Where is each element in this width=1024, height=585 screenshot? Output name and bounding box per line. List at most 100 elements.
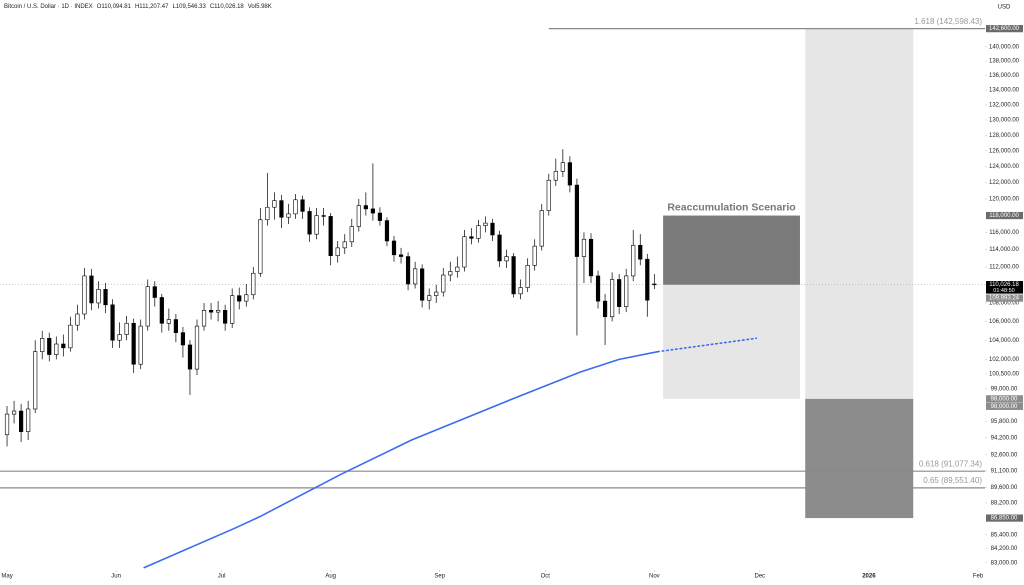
x-tick-label: Oct	[541, 574, 551, 580]
x-tick-label: Aug	[325, 574, 336, 580]
candle-body	[216, 309, 221, 313]
candle-body	[47, 338, 52, 355]
x-tick-label: May	[1, 574, 12, 580]
countdown: 01:48:50	[993, 288, 1014, 294]
candle-body	[638, 244, 643, 260]
candle-body	[349, 226, 354, 243]
candle-body	[370, 208, 375, 214]
price-label-box	[986, 514, 1023, 522]
candle-body	[75, 313, 80, 326]
y-tick-label: 91,100.00	[991, 469, 1018, 475]
y-tick-label: 136,000.00	[989, 73, 1020, 79]
candle-body	[251, 272, 256, 296]
x-tick-label: Jul	[218, 574, 226, 580]
y-tick-label: 114,000.00	[989, 247, 1019, 253]
x-tick-label: Jun	[111, 574, 121, 580]
candle-body	[159, 297, 164, 324]
candle-body	[19, 410, 24, 432]
y-tick-label: 102,000.00	[989, 357, 1020, 363]
x-tick-label: 2026	[862, 574, 876, 580]
candle-body	[476, 225, 481, 239]
candle-body	[624, 275, 629, 307]
candle-body	[131, 322, 136, 365]
candle-body	[610, 279, 615, 318]
ohlc-value: 111,207.47	[139, 4, 169, 10]
candle-body	[293, 199, 298, 215]
candle-body	[539, 210, 544, 247]
candle-body	[321, 215, 326, 217]
candle-body	[581, 238, 587, 257]
candle-body	[187, 344, 193, 370]
scenario-label: Reaccumulation Scenario	[667, 201, 795, 213]
header: Bitcoin / U.S. Dollar · 1D · INDEX O110,0…	[4, 4, 272, 10]
y-tick-label: 138,000.00	[989, 59, 1020, 65]
zone	[805, 28, 914, 399]
candle-body	[469, 236, 474, 239]
candle-body	[652, 283, 657, 286]
x-tick-label: Dec	[755, 574, 766, 580]
candle-body	[223, 309, 228, 324]
ohlc-value: 110,094.81	[101, 4, 131, 10]
y-tick-label: 84,200.00	[991, 546, 1018, 552]
candle-body	[180, 332, 186, 346]
candle-body	[103, 289, 108, 306]
price-label: 109,993.24	[989, 296, 1020, 302]
candle-body	[286, 213, 291, 218]
candle-body	[4, 413, 10, 436]
fib-label: 0.65 (89,551.40)	[923, 476, 982, 485]
candle-body	[96, 289, 101, 304]
price-label: 142,600.00	[989, 26, 1020, 32]
candle-body	[567, 162, 572, 186]
candle-body	[33, 351, 38, 410]
price-label: 110,026.18	[989, 282, 1019, 288]
candle-body	[201, 309, 207, 327]
price-label: 86,850.00	[991, 516, 1018, 522]
ohlc-value: 5.98K	[256, 4, 272, 10]
candle-body	[230, 295, 235, 324]
candle-body	[68, 324, 73, 349]
candle-body	[511, 256, 516, 295]
candle-body	[314, 215, 319, 235]
y-tick-label: 120,000.00	[989, 197, 1020, 203]
candle-body	[413, 268, 418, 285]
candle-body	[560, 162, 565, 172]
candle-body	[237, 295, 242, 302]
candle-body	[398, 254, 404, 257]
fib-label: 0.618 (91,077.34)	[919, 459, 982, 468]
price-label: 118,000.00	[989, 213, 1019, 219]
x-tick-label: Sep	[434, 574, 445, 580]
x-tick-label: Nov	[649, 574, 660, 580]
candle-body	[405, 256, 411, 285]
price-label-box	[986, 294, 1023, 302]
candle-body	[300, 199, 305, 212]
candle-body	[497, 234, 502, 262]
x-tick-label: Feb	[973, 574, 984, 580]
candle-body	[595, 275, 601, 302]
candle-body	[574, 184, 580, 257]
ohlc-value: 109,546.33	[176, 4, 207, 10]
y-tick-label: 95,800.00	[991, 419, 1018, 425]
candle-body	[384, 220, 390, 242]
price-label-box	[986, 25, 1023, 33]
candle-body	[145, 286, 150, 327]
y-tick-label: 94,200.00	[991, 435, 1018, 441]
candle-body	[335, 247, 340, 256]
moving-average	[657, 337, 758, 353]
candle-body	[434, 291, 439, 296]
candle-body	[173, 319, 178, 333]
y-tick-label: 89,600.00	[991, 485, 1018, 491]
candle-body	[208, 309, 214, 313]
candle-body	[61, 343, 66, 349]
candle-body	[54, 343, 59, 355]
candle-body	[532, 245, 537, 266]
candle-body	[258, 219, 263, 274]
countdown-box	[986, 287, 1023, 294]
ohlc-key: Vol	[248, 4, 256, 10]
ohlc-value: 110,026.18	[214, 4, 244, 10]
candle-body	[265, 206, 270, 221]
candle-body	[420, 268, 425, 301]
y-tick-label: 88,200.00	[991, 500, 1018, 506]
candle-body	[391, 240, 397, 256]
candle-body	[117, 334, 122, 341]
